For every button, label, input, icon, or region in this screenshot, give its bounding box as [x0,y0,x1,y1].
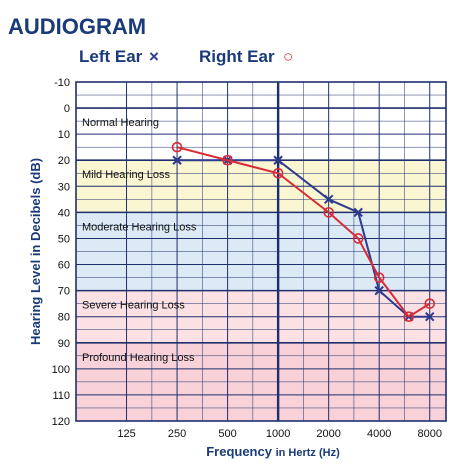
y-tick-label: 10 [58,129,70,141]
left-ear-point [374,285,384,296]
band-label: Moderate Hearing Loss [82,221,197,233]
y-tick-label: 70 [58,286,70,298]
y-tick-label: 80 [58,312,70,324]
y-axis-label: Hearing Level in Decibels (dB) [28,158,43,345]
plot-frame [75,81,447,422]
left-ear-point [353,207,363,218]
legend: Left Ear × Right Ear ○ [79,47,293,66]
x-tick-label: 125 [117,428,135,440]
right-ear-point [323,207,334,218]
band-label: Severe Hearing Loss [82,300,185,312]
legend-right-ear-label: Right Ear [199,47,275,66]
data-series [171,141,436,322]
band-labels: Normal Hearing Mild Hearing Loss Moderate … [82,117,197,364]
y-tick-label: 110 [52,390,70,402]
y-tick-label: 40 [58,207,70,219]
left-ear-point [425,311,435,322]
y-tick-label: 30 [58,181,70,193]
x-tick-label: 2000 [316,428,340,440]
chart-title: AUDIOGRAM [8,14,146,39]
left-ear-point [172,155,182,165]
series-line-right-ear [176,146,431,319]
x-axis-label-main: Frequency [206,444,273,459]
y-tick-labels: -10 0 10 20 30 40 50 60 70 80 90 100 110 120 [52,77,70,428]
band-label: Mild Hearing Loss [82,169,171,181]
y-tick-label: 90 [58,338,70,350]
right-ear-point [424,298,436,309]
right-ear-point [373,272,385,283]
y-tick-label: 100 [52,364,70,376]
x-axis-label-unit: in Hertz (Hz) [276,447,341,459]
y-tick-label: 120 [52,416,70,428]
legend-left-ear-label: Left Ear [79,47,143,66]
y-tick-label: 20 [58,155,70,167]
legend-left-ear-symbol: × [149,47,159,66]
band-label: Normal Hearing [82,117,159,129]
right-ear-point [222,154,233,166]
y-tick-label: 0 [64,103,70,115]
x-tick-label: 250 [168,428,186,440]
right-ear-point [171,141,183,153]
left-ear-point [323,194,334,205]
x-axis-label: Frequency in Hertz (Hz) [206,444,340,459]
y-tick-label: 50 [58,233,70,245]
x-tick-label: 4000 [367,428,391,440]
right-ear-point [352,233,364,244]
left-ear-point [273,155,283,165]
right-ear-point [272,167,284,179]
y-tick-label: 60 [58,260,70,272]
x-tick-labels: 125 250 500 1000 2000 4000 8000 [117,428,442,440]
x-tick-label: 8000 [417,428,441,440]
band-label: Profound Hearing Loss [82,352,195,364]
legend-right-ear-symbol: ○ [283,47,293,66]
x-tick-label: 500 [218,428,236,440]
right-ear-point [403,311,415,322]
y-tick-label: -10 [54,77,70,89]
x-tick-label: 1000 [266,428,290,440]
series-line-left-ear [177,159,430,318]
